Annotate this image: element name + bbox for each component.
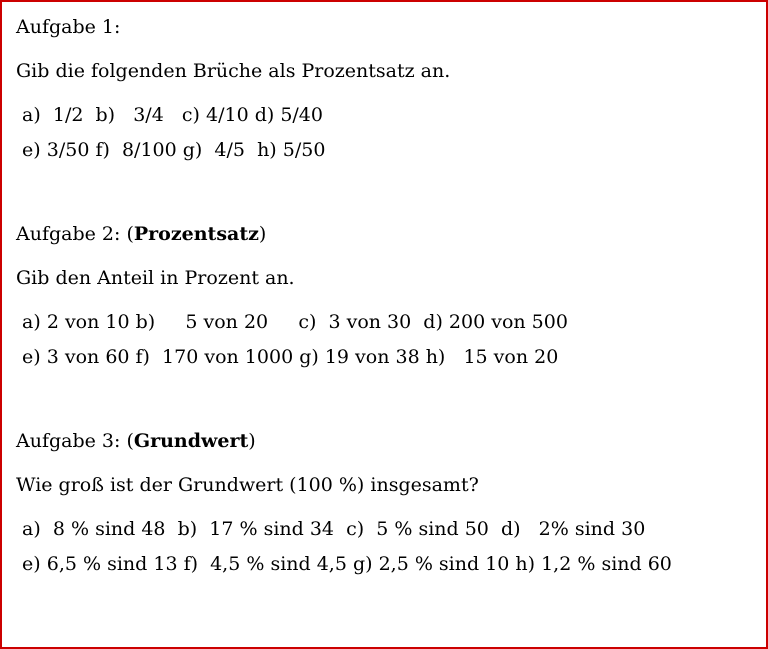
aufgabe3-row1: a) 8 % sind 48 b) 17 % sind 34 c) 5 % si… xyxy=(16,518,752,542)
aufgabe3-instruction: Wie groß ist der Grundwert (100 %) insge… xyxy=(16,474,752,498)
aufgabe2-title-bold: Prozentsatz xyxy=(134,223,259,245)
aufgabe1-row2: e) 3/50 f) 8/100 g) 4/5 h) 5/50 xyxy=(16,139,752,163)
aufgabe3-title-post: ) xyxy=(248,430,255,452)
aufgabe3-title-pre: Aufgabe 3: ( xyxy=(16,430,134,452)
worksheet-frame: Aufgabe 1: Gib die folgenden Brüche als … xyxy=(0,0,768,649)
spacer xyxy=(16,390,752,430)
aufgabe2-row1: a) 2 von 10 b) 5 von 20 c) 3 von 30 d) 2… xyxy=(16,311,752,335)
aufgabe2-title-post: ) xyxy=(259,223,266,245)
aufgabe2-title: Aufgabe 2: (Prozentsatz) xyxy=(16,223,752,247)
aufgabe3-title: Aufgabe 3: (Grundwert) xyxy=(16,430,752,454)
aufgabe1-instruction: Gib die folgenden Brüche als Prozentsatz… xyxy=(16,60,752,84)
aufgabe3-row2: e) 6,5 % sind 13 f) 4,5 % sind 4,5 g) 2,… xyxy=(16,553,752,577)
aufgabe2-row2: e) 3 von 60 f) 170 von 1000 g) 19 von 38… xyxy=(16,346,752,370)
aufgabe1-row1: a) 1/2 b) 3/4 c) 4/10 d) 5/40 xyxy=(16,104,752,128)
aufgabe2-instruction: Gib den Anteil in Prozent an. xyxy=(16,267,752,291)
aufgabe1-title: Aufgabe 1: xyxy=(16,16,752,40)
spacer xyxy=(16,183,752,223)
aufgabe3-title-bold: Grundwert xyxy=(134,430,248,452)
aufgabe2-title-pre: Aufgabe 2: ( xyxy=(16,223,134,245)
